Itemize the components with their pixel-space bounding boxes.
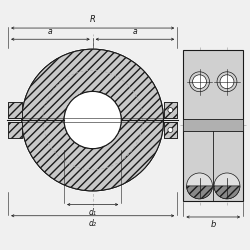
Bar: [184, 50, 243, 201]
Circle shape: [168, 128, 173, 132]
Circle shape: [64, 92, 121, 148]
Text: a: a: [48, 27, 53, 36]
Circle shape: [217, 72, 237, 92]
Text: d₂: d₂: [89, 219, 96, 228]
Circle shape: [20, 48, 165, 192]
Bar: [8, 122, 22, 138]
Wedge shape: [214, 186, 240, 199]
Circle shape: [186, 173, 212, 199]
Text: d₁: d₁: [89, 208, 96, 217]
Text: b: b: [210, 220, 216, 230]
Circle shape: [22, 49, 164, 191]
Wedge shape: [22, 49, 164, 191]
Text: a: a: [133, 27, 137, 36]
Bar: [164, 102, 177, 118]
Text: R: R: [90, 15, 96, 24]
Wedge shape: [186, 186, 212, 199]
Bar: [164, 102, 177, 118]
Circle shape: [190, 72, 210, 92]
Bar: [8, 122, 22, 138]
Circle shape: [214, 173, 240, 199]
Bar: [8, 102, 22, 118]
Bar: [8, 102, 22, 118]
Bar: [184, 119, 243, 131]
Bar: [164, 122, 177, 138]
Circle shape: [192, 75, 206, 89]
Wedge shape: [22, 49, 164, 191]
Circle shape: [220, 75, 234, 89]
Circle shape: [168, 108, 173, 112]
Bar: [164, 122, 177, 138]
